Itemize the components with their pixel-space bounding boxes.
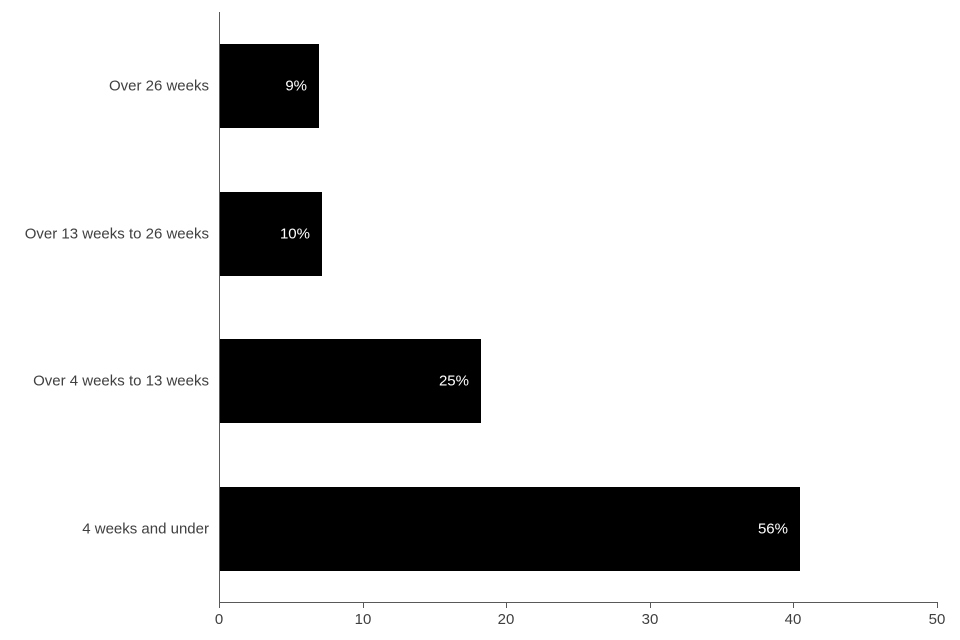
x-axis-line [219, 602, 938, 603]
x-tick-label: 30 [641, 611, 659, 628]
bar-value-label: 25% [438, 372, 469, 390]
bar: 56% [220, 487, 800, 572]
bar: 10% [220, 191, 322, 276]
category-label: Over 4 weeks to 13 weeks [33, 372, 209, 390]
bar: 9% [220, 43, 319, 128]
bar-value-label: 56% [757, 520, 788, 538]
x-tick-mark [219, 602, 220, 608]
x-tick-label: 20 [497, 611, 515, 628]
x-tick-mark [363, 602, 364, 608]
x-tick-mark [793, 602, 794, 608]
bar-value-label: 9% [285, 77, 307, 95]
category-label: 4 weeks and under [82, 520, 209, 538]
x-tick-mark [937, 602, 938, 608]
x-tick-mark [650, 602, 651, 608]
category-label: Over 13 weeks to 26 weeks [24, 225, 209, 243]
y-axis-line [219, 12, 220, 603]
category-label: Over 26 weeks [108, 77, 209, 95]
bar: 25% [220, 339, 481, 424]
x-tick-label: 10 [354, 611, 372, 628]
x-tick-label: 40 [784, 611, 802, 628]
bar-value-label: 10% [279, 225, 310, 243]
x-tick-label: 0 [214, 611, 224, 628]
x-tick-mark [506, 602, 507, 608]
x-tick-label: 50 [928, 611, 946, 628]
